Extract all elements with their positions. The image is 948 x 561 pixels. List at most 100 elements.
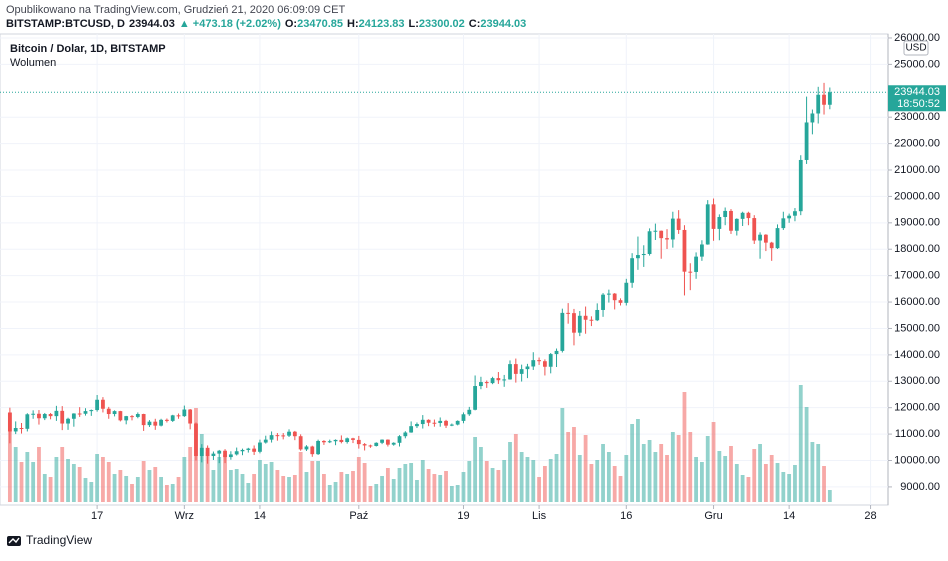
candle-body [368, 445, 373, 447]
candle-body [723, 210, 728, 218]
candle-body [775, 228, 780, 249]
volume-bar [763, 464, 768, 502]
volume-bar [432, 474, 437, 502]
candle-body [141, 414, 146, 426]
volume-bar [665, 455, 669, 502]
candle-body [339, 439, 344, 443]
ohlc-label: L: [409, 18, 419, 30]
volume-bar [7, 412, 12, 502]
volume-bar [304, 472, 309, 502]
candle-body [548, 354, 553, 367]
currency-badge [903, 40, 929, 56]
candle-body [263, 439, 268, 443]
footer-logo [7, 536, 21, 546]
volume-bar [479, 447, 483, 502]
candle-body [827, 92, 832, 105]
candle-body [572, 313, 576, 333]
y-tick-label: 25000.00 [894, 58, 940, 70]
candle-body [740, 212, 745, 219]
y-tick-label: 18000.00 [894, 243, 940, 255]
symbol: BITSTAMP:BTCUSD, D [6, 18, 125, 30]
y-tick-label: 9000.00 [900, 481, 940, 493]
volume-bar [513, 434, 518, 502]
x-tick-label: 16 [620, 510, 632, 522]
y-tick-label: 15000.00 [894, 322, 940, 334]
y-tick-label: 23000.00 [894, 111, 940, 123]
volume-bar [135, 477, 140, 502]
y-tick-label: 16000.00 [894, 296, 940, 308]
volume-bar [827, 490, 832, 502]
candle-body [135, 414, 140, 417]
candle-body [292, 431, 297, 437]
volume-bar [572, 427, 576, 502]
x-tick-label: 14 [254, 510, 266, 522]
volume-bar [258, 460, 262, 502]
volume-bar [66, 459, 70, 502]
volume-bar [130, 484, 134, 502]
volume-bar [438, 475, 443, 502]
candle-body [484, 382, 489, 384]
candle-body [729, 210, 733, 231]
volume-bar [380, 476, 384, 502]
volume-bar [525, 457, 530, 502]
candle-body [362, 444, 367, 446]
candle-body [71, 413, 76, 419]
volume-bar [246, 483, 251, 502]
volume-bar [95, 454, 100, 502]
volume-bar [252, 474, 257, 502]
volume-bar [670, 432, 675, 502]
candle-body [432, 422, 437, 424]
ohlc-label: H: [347, 18, 359, 30]
volume-bar [822, 466, 826, 502]
candle-body [182, 409, 187, 417]
candle-body [199, 447, 204, 457]
candle-body [409, 426, 414, 433]
volume-bar [182, 457, 187, 502]
candle-body [112, 411, 117, 415]
volume-bar [508, 442, 512, 502]
volume-bar [223, 455, 227, 502]
candle-body [397, 436, 402, 443]
candle-body [601, 294, 605, 310]
y-tick-label: 14000.00 [894, 349, 940, 361]
candle-body [54, 410, 59, 417]
candle-body [385, 439, 390, 445]
volume-bar [484, 461, 489, 502]
volume-bar [159, 477, 163, 502]
volume-bar [60, 447, 65, 502]
candle-body [356, 439, 361, 445]
candle-body [211, 453, 216, 457]
volume-bar [618, 476, 623, 502]
x-tick-label: Wrz [175, 510, 194, 522]
volume-bar [676, 435, 681, 502]
volume-bar [368, 486, 373, 502]
ohlc-value: 23944.03 [480, 18, 526, 30]
candle-body [287, 431, 291, 436]
volume-bar [298, 452, 303, 502]
footer-brand: TradingView [26, 533, 92, 547]
volume-bar [31, 462, 36, 502]
volume-bar [112, 474, 117, 502]
volume-bar [560, 408, 565, 502]
candle-body [734, 218, 739, 231]
candle-body [316, 440, 320, 455]
candle-body [624, 282, 629, 303]
volume-bar [531, 460, 536, 502]
volume-bar [746, 477, 751, 502]
candle-body [124, 416, 129, 421]
volume-bar [89, 482, 94, 502]
candle-body [519, 369, 524, 374]
volume-bar [19, 462, 24, 502]
candle-body [217, 450, 222, 454]
ohlc-value: 24123.83 [359, 18, 405, 30]
candle-body [612, 293, 617, 301]
x-tick-label: Gru [704, 510, 722, 522]
ohlc-label: O: [285, 18, 297, 30]
candle-body [618, 300, 623, 303]
volume-bar [595, 460, 600, 502]
candle-body [246, 448, 251, 450]
volume-bar [385, 468, 390, 502]
y-tick-label: 19000.00 [894, 217, 940, 229]
volume-bar [356, 457, 361, 502]
published-line: Opublikowano na TradingView.com, Grudzie… [6, 4, 345, 16]
